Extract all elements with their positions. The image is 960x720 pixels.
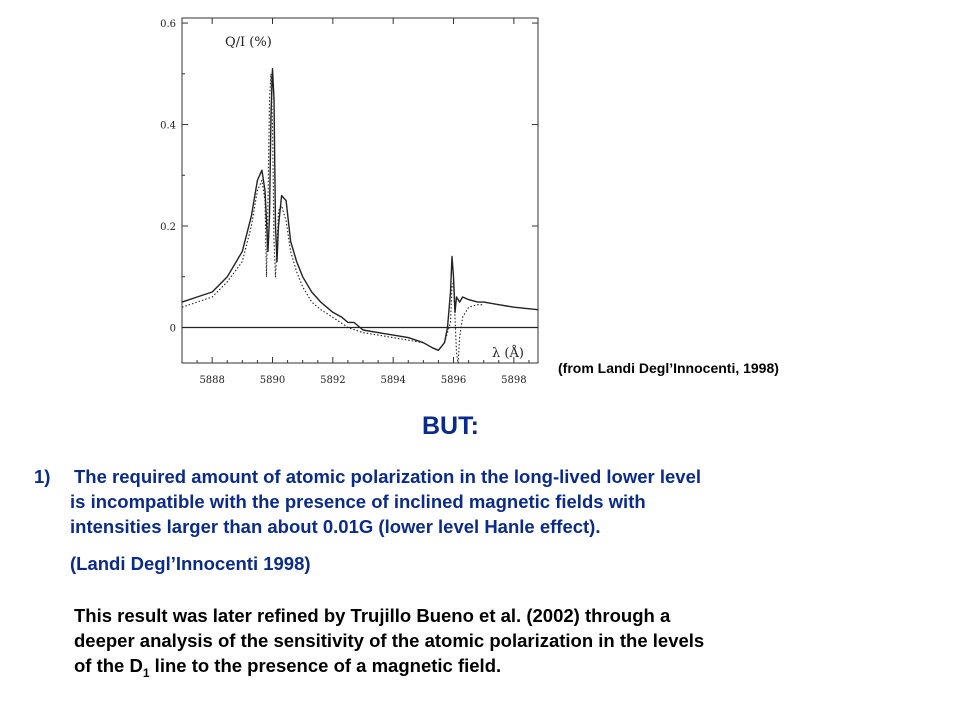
figure-caption: (from Landi Degl’Innocenti, 1998) [558,360,779,376]
y-tick-label: 0 [170,323,176,334]
x-tick-label: 5898 [501,375,526,386]
y-tick-label: 0.6 [160,19,176,30]
x-tick-label: 5894 [380,375,405,386]
y-tick-label: 0.2 [160,222,176,233]
paragraph-line: of the D1 line to the presence of a magn… [74,653,704,686]
x-axis-label: λ (Å) [492,345,524,361]
polarization-chart: 5888 5890 5892 5894 5896 5898 0 0.2 0.4 0.6 Q/I (… [160,17,539,386]
plot-frame [181,17,539,364]
x-tick-label: 5890 [260,375,285,386]
reference-citation: (Landi Degl’Innocenti 1998) [70,553,311,574]
paragraph-prefix: of the D [74,655,143,676]
x-tick-label: 5892 [320,375,345,386]
d1-subscript: 1 [142,666,150,680]
figure-panel: 5888 5890 5892 5894 5896 5898 0 0.2 0.4 0.6 Q/I (… [148,3,548,393]
slide-heading: BUT: [422,412,479,440]
list-line: is incompatible with the presence of inc… [70,491,646,512]
observed-profile-solid [181,67,539,351]
y-tick-label: 0.4 [160,121,176,132]
paragraph-line: deeper analysis of the sensitivity of th… [74,630,705,651]
y-axis-label: Q/I (%) [225,35,272,50]
list-line: The required amount of atomic polarizati… [74,466,702,487]
refinement-paragraph: This result was later refined by Trujill… [74,603,704,686]
x-tick-label: 5888 [199,375,224,386]
model-profile-dotted [181,73,484,364]
paragraph-line: This result was later refined by Trujill… [74,605,671,626]
list-number: 1) [34,466,51,487]
paragraph-suffix: line to the presence of a magnetic field… [149,655,502,676]
x-tick-label: 5896 [441,375,466,386]
list-line: intensities larger than about 0.01G (low… [70,516,601,537]
list-item-1: The required amount of atomic polarizati… [70,464,702,539]
